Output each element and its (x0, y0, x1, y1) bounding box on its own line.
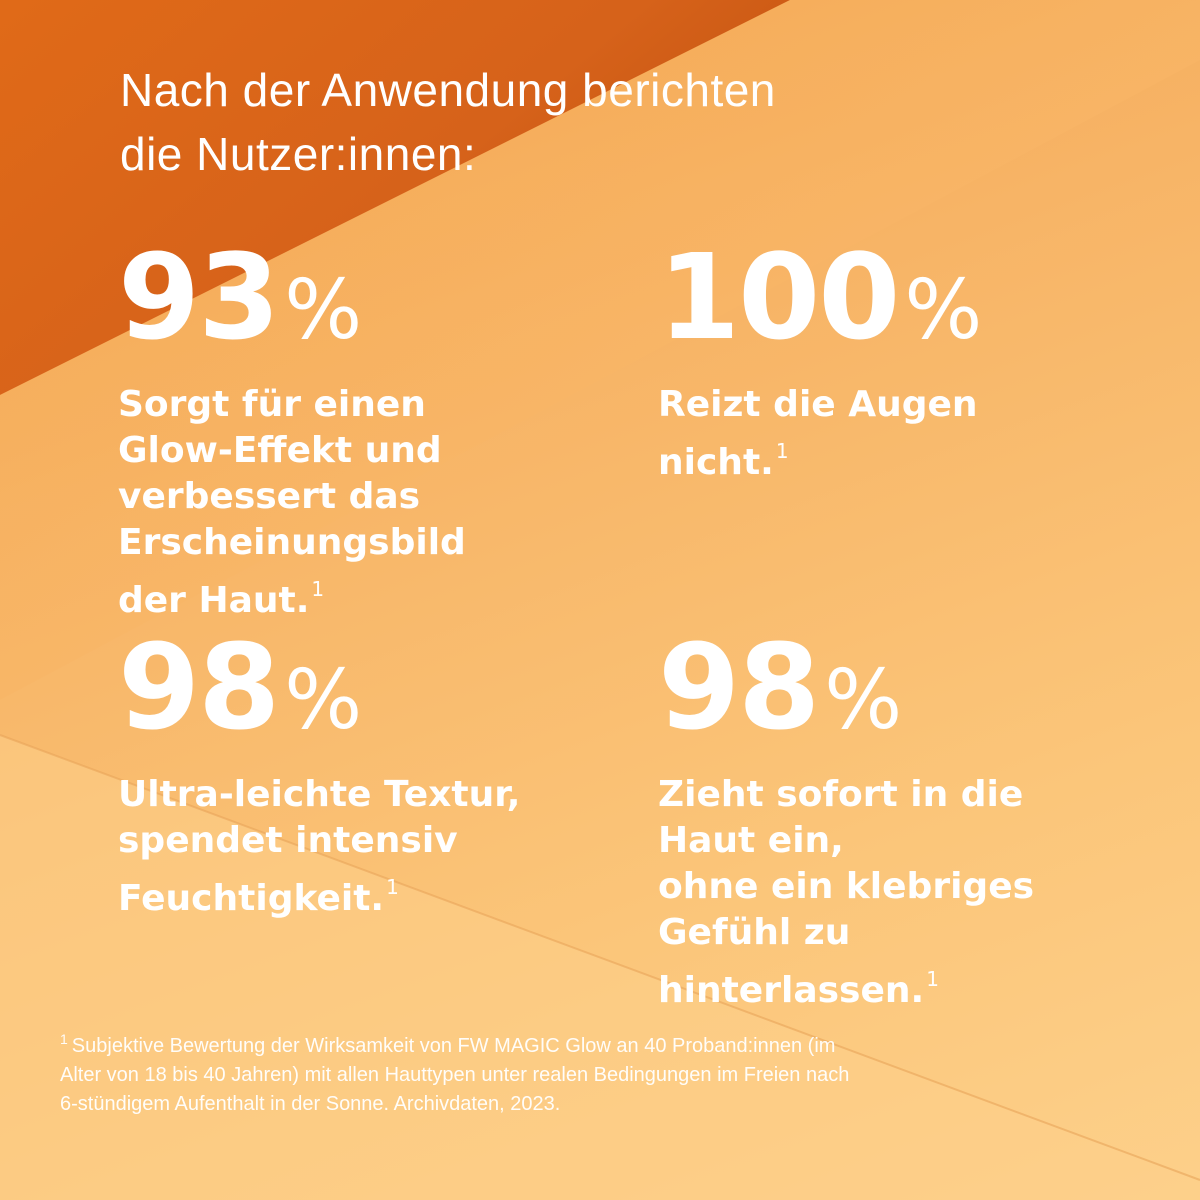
headline-line-2: die Nutzer:innen: (120, 128, 477, 180)
stat-description-line: nicht. 1 (658, 428, 982, 486)
stat-description-text: der Haut. (118, 580, 310, 621)
stat-description: Reizt die Augen nicht. 1 (658, 382, 982, 486)
footnote-text: Subjektive Bewertung der Wirksamkeit von… (71, 1035, 836, 1057)
stat-description-line: Feuchtigkeit. 1 (118, 864, 520, 922)
stat-description-line: Reizt die Augen (658, 384, 978, 425)
headline: Nach der Anwendung berichten die Nutzer:… (120, 58, 1080, 186)
footnote-line-1: 1 Subjektive Bewertung der Wirksamkeit vo… (60, 1025, 1150, 1061)
stat-description-line: spendet intensiv (118, 820, 458, 861)
stat-value: 98 (118, 618, 280, 756)
stat-description-line: Zieht sofort in die (658, 774, 1024, 815)
stat-description-line: Glow-Effekt und (118, 430, 442, 471)
headline-line-1: Nach der Anwendung berichten (120, 64, 776, 116)
stat-unit: % (284, 653, 363, 748)
mid-shade-band (0, 0, 1200, 700)
stat-glow-effect: 93% Sorgt für einen Glow-Effekt und verb… (118, 238, 466, 624)
stat-description-line: ohne ein klebriges (658, 866, 1035, 907)
stat-description-text: nicht. (658, 442, 774, 483)
stat-number: 100% (658, 238, 982, 356)
stat-unit: % (824, 653, 903, 748)
stat-value: 98 (658, 618, 820, 756)
stat-number: 93% (118, 238, 466, 356)
stat-description-text: Feuchtigkeit. (118, 878, 385, 919)
footnote-mark: 1 (60, 1031, 68, 1047)
footnote-marker: 1 (386, 875, 399, 899)
stat-description-text: hinterlassen. (658, 970, 925, 1011)
footnote-line-3: 6-stündigem Aufenthalt in der Sonne. Arc… (60, 1093, 561, 1115)
stat-description-line: Ultra-leichte Textur, (118, 774, 521, 815)
stat-description-line: Haut ein, (658, 820, 844, 861)
stat-light-texture: 98% Ultra-leichte Textur, spendet intens… (118, 628, 520, 922)
stat-absorbs-quickly: 98% Zieht sofort in die Haut ein, ohne e… (658, 628, 1034, 1014)
stat-description-line: Gefühl zu (658, 912, 851, 953)
stat-description-line: der Haut. 1 (118, 566, 466, 624)
stat-unit: % (284, 263, 363, 358)
stat-value: 93 (118, 228, 280, 366)
footnote-marker: 1 (926, 967, 939, 991)
footnote-marker: 1 (311, 577, 325, 601)
stat-description: Zieht sofort in die Haut ein, ohne ein k… (658, 772, 1034, 1014)
diagonal-edge-line (0, 734, 1200, 1181)
stat-description-line: hinterlassen. 1 (658, 956, 1034, 1014)
stat-description: Sorgt für einen Glow-Effekt und verbesse… (118, 382, 466, 624)
stat-unit: % (904, 263, 983, 358)
stat-description: Ultra-leichte Textur, spendet intensiv F… (118, 772, 520, 922)
stat-eye-irritation: 100% Reizt die Augen nicht. 1 (658, 238, 982, 486)
lower-light-band (0, 735, 1200, 1200)
stat-number: 98% (658, 628, 1034, 746)
stat-description-line: Sorgt für einen (118, 384, 426, 425)
footnote-marker: 1 (775, 439, 789, 463)
footnote-line-2: Alter von 18 bis 40 Jahren) mit allen Ha… (60, 1064, 850, 1086)
stat-number: 98% (118, 628, 520, 746)
footnote: 1 Subjektive Bewertung der Wirksamkeit vo… (60, 1025, 1150, 1119)
stat-value: 100 (658, 228, 900, 366)
stat-description-line: Erscheinungsbild (118, 522, 466, 563)
stat-description-line: verbessert das (118, 476, 421, 517)
